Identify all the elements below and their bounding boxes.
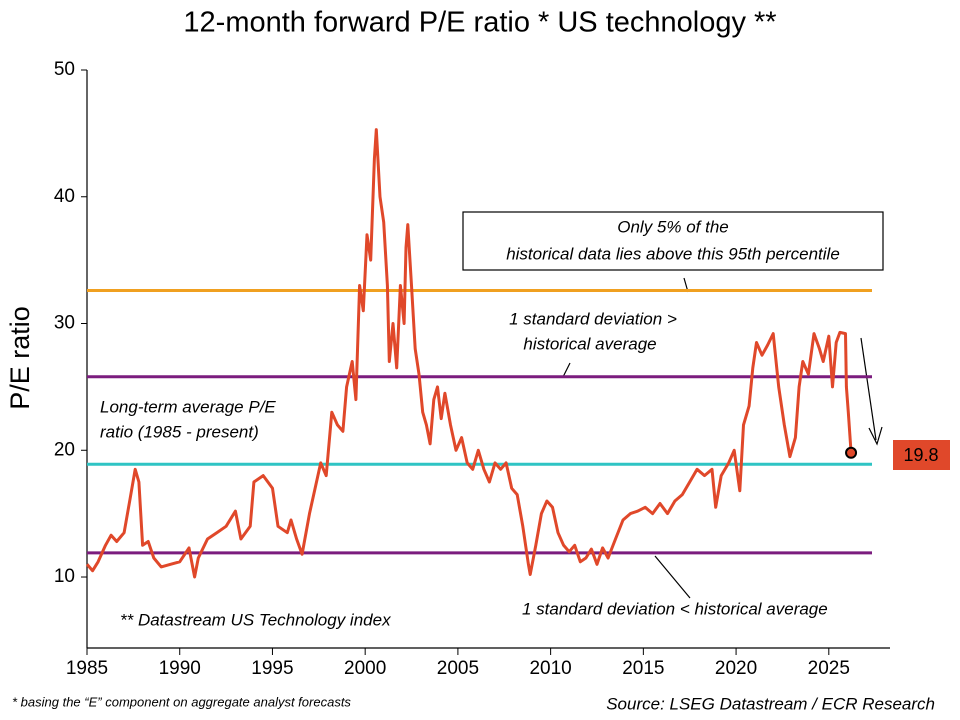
x-tick-label: 1990 — [159, 658, 201, 679]
chart-title: 12-month forward P/E ratio * US technolo… — [183, 7, 776, 39]
leader-line — [654, 555, 691, 599]
x-tick-label: 2015 — [622, 658, 664, 679]
annotation-box — [462, 211, 884, 271]
y-axis-label: P/E ratio — [5, 306, 35, 410]
arrow — [860, 337, 877, 441]
annotation: Only 5% of the — [617, 217, 729, 236]
annotation: 1 standard deviation > — [509, 309, 677, 328]
x-tick-label: 1985 — [66, 658, 108, 679]
leader-line — [562, 362, 571, 378]
end-label: 19.8 — [903, 445, 938, 465]
footnote: * basing the “E” component on aggregate … — [12, 694, 351, 709]
x-tick-label: 2010 — [529, 658, 571, 679]
x-tick-label: 2025 — [808, 658, 850, 679]
x-tick-label: 1995 — [251, 658, 293, 679]
annotation: ** Datastream US Technology index — [120, 610, 391, 629]
y-tick-label: 10 — [54, 566, 75, 587]
arrow-head — [868, 426, 883, 446]
end-point — [845, 446, 858, 459]
source: Source: LSEG Datastream / ECR Research — [606, 694, 935, 713]
x-tick-label: 2005 — [437, 658, 479, 679]
annotation: Long-term average P/E — [100, 397, 276, 416]
annotation: 1 standard deviation < historical averag… — [522, 599, 828, 618]
annotation: ratio (1985 - present) — [100, 422, 259, 441]
x-tick-label: 2000 — [344, 658, 386, 679]
x-tick-label: 2020 — [715, 658, 757, 679]
end-label-box — [893, 440, 950, 470]
annotation: historical data lies above this 95th per… — [506, 244, 840, 263]
series-line — [85, 128, 853, 579]
y-tick-label: 40 — [54, 186, 75, 207]
y-tick-label: 50 — [54, 59, 75, 80]
annotation: historical average — [523, 334, 656, 353]
y-tick-label: 20 — [54, 439, 75, 460]
y-tick-label: 30 — [54, 313, 75, 334]
